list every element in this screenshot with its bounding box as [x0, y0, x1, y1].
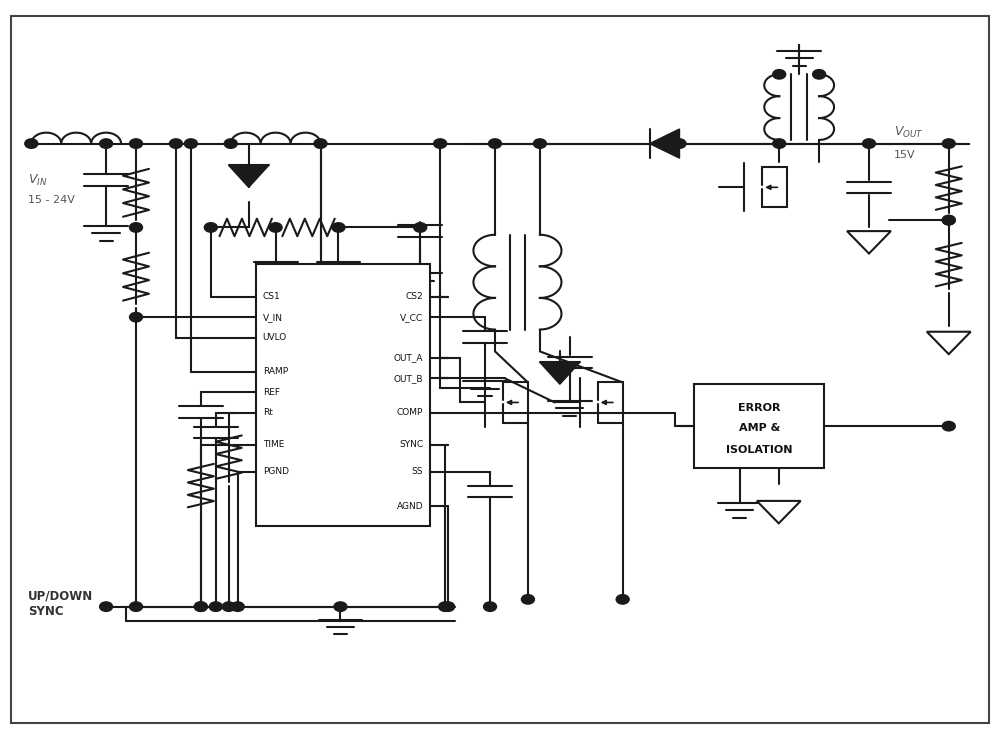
Circle shape	[100, 602, 113, 611]
Circle shape	[442, 602, 455, 611]
Circle shape	[521, 594, 534, 604]
Circle shape	[231, 602, 244, 611]
Text: V_IN: V_IN	[263, 313, 283, 321]
Circle shape	[100, 139, 113, 149]
Text: $V_{OUT}$: $V_{OUT}$	[894, 125, 924, 141]
Text: $V_{IN}$: $V_{IN}$	[28, 173, 48, 188]
Text: 15V: 15V	[894, 149, 916, 160]
Text: AMP &: AMP &	[739, 423, 780, 433]
Circle shape	[334, 602, 347, 611]
Circle shape	[616, 594, 629, 604]
Text: OUT_B: OUT_B	[394, 374, 423, 383]
Circle shape	[25, 139, 38, 149]
Circle shape	[269, 223, 282, 232]
Circle shape	[169, 139, 182, 149]
Circle shape	[434, 139, 447, 149]
Text: OUT_A: OUT_A	[394, 354, 423, 362]
Text: TIME: TIME	[263, 440, 284, 449]
Text: CS2: CS2	[406, 292, 423, 302]
Text: ERROR: ERROR	[738, 403, 781, 413]
Text: SYNC: SYNC	[399, 440, 423, 449]
Circle shape	[862, 139, 875, 149]
Text: 15 - 24V: 15 - 24V	[28, 195, 75, 205]
Circle shape	[942, 422, 955, 431]
Text: REF: REF	[263, 388, 280, 397]
Circle shape	[224, 139, 237, 149]
Circle shape	[130, 223, 142, 232]
Circle shape	[484, 602, 497, 611]
Circle shape	[439, 602, 452, 611]
Circle shape	[942, 215, 955, 225]
Circle shape	[194, 602, 207, 611]
Circle shape	[813, 70, 826, 79]
Polygon shape	[847, 231, 891, 253]
Polygon shape	[927, 332, 971, 354]
Circle shape	[942, 215, 955, 225]
Text: COMP: COMP	[397, 408, 423, 417]
FancyBboxPatch shape	[694, 384, 824, 468]
Polygon shape	[540, 362, 580, 384]
Circle shape	[204, 223, 217, 232]
Circle shape	[673, 139, 686, 149]
Circle shape	[130, 139, 142, 149]
Text: V_CC: V_CC	[400, 313, 423, 321]
Circle shape	[209, 602, 222, 611]
Circle shape	[414, 223, 427, 232]
Circle shape	[942, 139, 955, 149]
Text: Rt: Rt	[263, 408, 273, 417]
Text: PGND: PGND	[263, 467, 289, 477]
Circle shape	[130, 313, 142, 322]
Text: ISOLATION: ISOLATION	[726, 444, 793, 455]
Polygon shape	[229, 165, 269, 187]
Text: SYNC: SYNC	[28, 605, 64, 618]
Circle shape	[533, 139, 546, 149]
Text: UVLO: UVLO	[263, 333, 287, 342]
Circle shape	[773, 70, 786, 79]
Circle shape	[222, 602, 235, 611]
Text: CS1: CS1	[263, 292, 280, 302]
Text: RAMP: RAMP	[263, 367, 288, 376]
Polygon shape	[757, 501, 801, 523]
Circle shape	[184, 139, 197, 149]
Polygon shape	[650, 129, 680, 158]
Text: UP/DOWN: UP/DOWN	[28, 590, 94, 603]
Circle shape	[194, 602, 207, 611]
Text: SS: SS	[412, 467, 423, 477]
Circle shape	[130, 602, 142, 611]
Circle shape	[332, 223, 345, 232]
FancyBboxPatch shape	[256, 264, 430, 526]
Circle shape	[314, 139, 327, 149]
Circle shape	[489, 139, 501, 149]
Circle shape	[773, 139, 786, 149]
Text: AGND: AGND	[397, 501, 423, 510]
